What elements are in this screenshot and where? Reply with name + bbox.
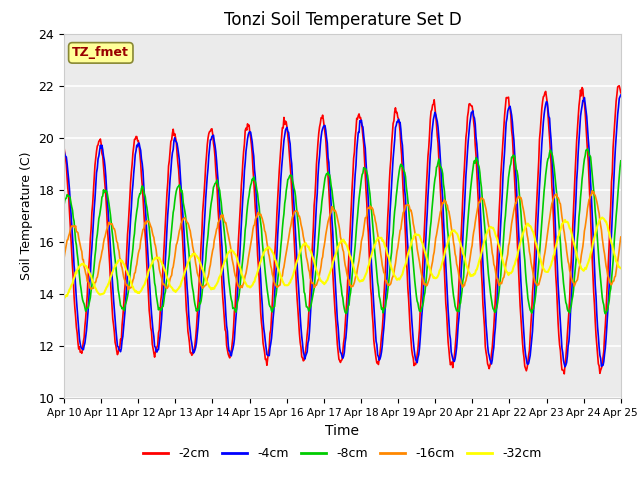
-8cm [184, 240, 192, 246]
Title: Tonzi Soil Temperature Set D: Tonzi Soil Temperature Set D [223, 11, 461, 29]
-2cm [184, 328, 192, 334]
Y-axis label: Soil Temperature (C): Soil Temperature (C) [20, 152, 33, 280]
-16cm [70, 223, 78, 229]
-32cm [60, 295, 68, 301]
-16cm [128, 281, 136, 287]
-4cm [60, 147, 68, 153]
-2cm [127, 169, 135, 175]
-32cm [184, 260, 192, 265]
-8cm [410, 271, 418, 276]
-8cm [127, 258, 135, 264]
-16cm [428, 266, 435, 272]
-8cm [426, 225, 434, 231]
Legend: -2cm, -4cm, -8cm, -16cm, -32cm: -2cm, -4cm, -8cm, -16cm, -32cm [138, 442, 547, 465]
-16cm [60, 256, 68, 262]
-32cm [617, 265, 625, 271]
-4cm [617, 92, 625, 98]
-2cm [616, 83, 623, 89]
-4cm [184, 295, 192, 301]
-16cm [185, 222, 193, 228]
-8cm [584, 146, 591, 152]
-8cm [70, 218, 78, 224]
-2cm [60, 144, 68, 150]
Line: -16cm: -16cm [64, 191, 621, 290]
-4cm [426, 152, 434, 157]
-32cm [410, 233, 418, 239]
-32cm [214, 280, 221, 286]
Line: -32cm: -32cm [64, 217, 621, 298]
-8cm [617, 158, 625, 164]
-2cm [410, 363, 418, 369]
-8cm [602, 311, 609, 317]
X-axis label: Time: Time [325, 424, 360, 438]
-16cm [214, 220, 222, 226]
-4cm [561, 364, 569, 370]
-32cm [426, 268, 434, 274]
Line: -4cm: -4cm [64, 95, 621, 367]
-2cm [214, 191, 221, 196]
-4cm [214, 168, 221, 174]
-4cm [70, 263, 78, 268]
-16cm [124, 287, 132, 293]
-2cm [426, 117, 434, 122]
-16cm [588, 188, 596, 193]
Line: -2cm: -2cm [64, 86, 621, 374]
-16cm [617, 234, 625, 240]
Text: TZ_fmet: TZ_fmet [72, 47, 129, 60]
-32cm [70, 276, 78, 281]
-32cm [127, 280, 135, 286]
-2cm [617, 90, 625, 96]
-4cm [410, 346, 418, 351]
-2cm [70, 293, 78, 299]
Line: -8cm: -8cm [64, 149, 621, 314]
-32cm [598, 215, 606, 220]
-8cm [60, 203, 68, 208]
-8cm [214, 177, 221, 183]
-4cm [127, 204, 135, 210]
-2cm [561, 371, 568, 377]
-16cm [411, 229, 419, 235]
